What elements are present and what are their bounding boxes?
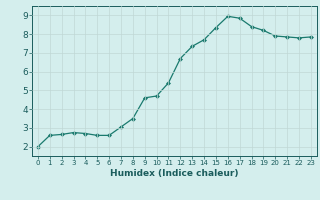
X-axis label: Humidex (Indice chaleur): Humidex (Indice chaleur): [110, 169, 239, 178]
